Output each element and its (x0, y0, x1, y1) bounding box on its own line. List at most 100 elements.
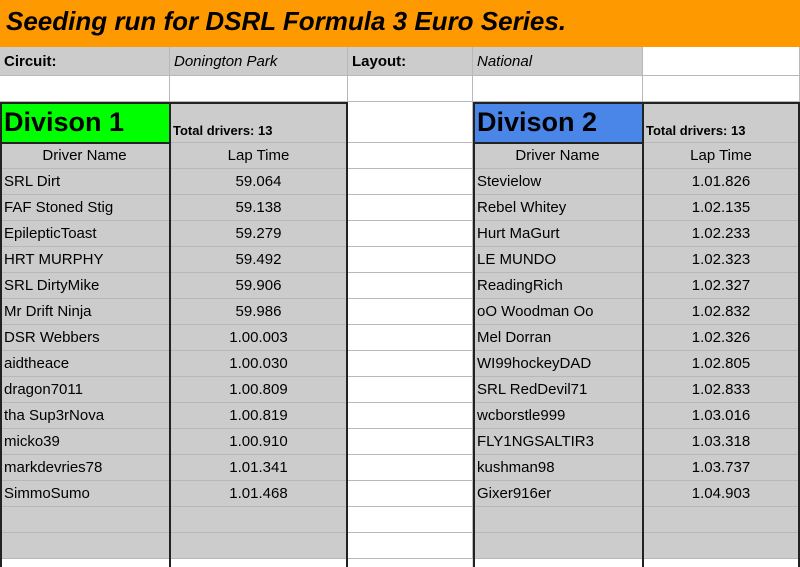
empty-cell[interactable] (348, 76, 473, 102)
div1-driver-cell[interactable] (0, 507, 170, 533)
empty-cell[interactable] (348, 351, 473, 377)
div1-laptime-cell[interactable]: 59.906 (170, 273, 348, 299)
div1-laptime-cell[interactable]: 1.01.341 (170, 455, 348, 481)
div2-laptime-cell[interactable]: 1.04.903 (643, 481, 800, 507)
div2-laptime-cell[interactable]: 1.02.135 (643, 195, 800, 221)
div2-driver-cell[interactable]: WI99hockeyDAD (473, 351, 643, 377)
div1-driver-cell[interactable]: markdevries78 (0, 455, 170, 481)
div2-border (473, 102, 800, 104)
div2-laptime-cell[interactable]: 1.02.326 (643, 325, 800, 351)
div1-laptime-cell[interactable]: 1.01.468 (170, 481, 348, 507)
div2-driver-cell[interactable]: Stevielow (473, 169, 643, 195)
div2-driver-cell[interactable]: wcborstle999 (473, 403, 643, 429)
div1-driver-cell[interactable]: SRL DirtyMike (0, 273, 170, 299)
empty-cell[interactable] (348, 143, 473, 169)
sheet-title: Seeding run for DSRL Formula 3 Euro Seri… (6, 6, 567, 36)
div2-laptime-cell[interactable]: 1.02.832 (643, 299, 800, 325)
div2-driver-cell[interactable]: oO Woodman Oo (473, 299, 643, 325)
empty-cell[interactable] (348, 221, 473, 247)
empty-cell[interactable] (348, 377, 473, 403)
div1-driver-cell[interactable]: micko39 (0, 429, 170, 455)
empty-cell[interactable] (348, 195, 473, 221)
div1-driver-cell[interactable]: DSR Webbers (0, 325, 170, 351)
div1-laptime-cell[interactable] (170, 533, 348, 559)
div1-driver-cell[interactable]: SimmoSumo (0, 481, 170, 507)
div2-driver-cell[interactable]: LE MUNDO (473, 247, 643, 273)
empty-cell[interactable] (348, 169, 473, 195)
empty-cell[interactable] (170, 76, 348, 102)
empty-cell[interactable] (0, 76, 170, 102)
div2-driver-cell[interactable]: ReadingRich (473, 273, 643, 299)
empty-cell[interactable] (348, 247, 473, 273)
div2-driver-cell[interactable]: kushman98 (473, 455, 643, 481)
div2-driver-cell[interactable]: FLY1NGSALTIR3 (473, 429, 643, 455)
div1-laptime-cell[interactable]: 1.00.819 (170, 403, 348, 429)
div1-laptime-cell[interactable]: 1.00.809 (170, 377, 348, 403)
div2-driver-cell[interactable]: Mel Dorran (473, 325, 643, 351)
div1-border (0, 102, 348, 104)
div1-driver-cell[interactable]: aidtheace (0, 351, 170, 377)
div1-driver-cell[interactable]: EpilepticToast (0, 221, 170, 247)
div2-laptime-cell[interactable]: 1.02.327 (643, 273, 800, 299)
div1-laptime-cell[interactable]: 1.00.030 (170, 351, 348, 377)
div1-laptime-cell[interactable]: 1.00.910 (170, 429, 348, 455)
div2-driver-cell[interactable]: SRL RedDevil71 (473, 377, 643, 403)
div2-header: Divison 2 (473, 102, 643, 143)
div2-border (642, 102, 644, 567)
div2-laptime-cell[interactable]: 1.02.833 (643, 377, 800, 403)
div1-driver-cell[interactable]: SRL Dirt (0, 169, 170, 195)
div2-border (473, 102, 475, 567)
div1-col-lap-time: Lap Time (170, 143, 348, 169)
div1-col-driver-name: Driver Name (0, 143, 170, 169)
div1-laptime-cell[interactable]: 59.138 (170, 195, 348, 221)
empty-cell[interactable] (348, 455, 473, 481)
div2-laptime-cell[interactable] (643, 507, 800, 533)
div2-laptime-cell[interactable]: 1.03.318 (643, 429, 800, 455)
div2-laptime-cell[interactable] (643, 533, 800, 559)
div2-driver-cell[interactable]: Gixer916er (473, 481, 643, 507)
div1-driver-cell[interactable]: FAF Stoned Stig (0, 195, 170, 221)
div2-laptime-cell[interactable]: 1.02.233 (643, 221, 800, 247)
div1-driver-cell[interactable]: HRT MURPHY (0, 247, 170, 273)
empty-cell[interactable] (348, 481, 473, 507)
div1-laptime-cell[interactable]: 59.064 (170, 169, 348, 195)
empty-cell[interactable] (643, 76, 800, 102)
empty-cell[interactable] (348, 507, 473, 533)
div2-driver-cell[interactable]: Hurt MaGurt (473, 221, 643, 247)
div1-laptime-cell[interactable]: 1.00.003 (170, 325, 348, 351)
div1-header: Divison 1 (0, 102, 170, 143)
div2-border (473, 142, 643, 144)
empty-cell[interactable] (348, 102, 473, 143)
empty-cell[interactable] (643, 47, 800, 76)
empty-cell[interactable] (348, 403, 473, 429)
div1-laptime-cell[interactable]: 59.986 (170, 299, 348, 325)
div2-laptime-cell[interactable]: 1.03.016 (643, 403, 800, 429)
div1-border (346, 102, 348, 567)
div1-driver-cell[interactable] (0, 533, 170, 559)
circuit-label[interactable]: Circuit: (0, 47, 170, 76)
empty-cell[interactable] (348, 273, 473, 299)
empty-cell[interactable] (348, 533, 473, 559)
empty-cell[interactable] (348, 429, 473, 455)
div1-laptime-cell[interactable] (170, 507, 348, 533)
div2-laptime-cell[interactable]: 1.02.805 (643, 351, 800, 377)
div2-laptime-cell[interactable]: 1.02.323 (643, 247, 800, 273)
div1-driver-cell[interactable]: Mr Drift Ninja (0, 299, 170, 325)
div1-laptime-cell[interactable]: 59.492 (170, 247, 348, 273)
empty-cell[interactable] (348, 299, 473, 325)
circuit-value[interactable]: Donington Park (170, 47, 348, 76)
div2-col-lap-time: Lap Time (643, 143, 800, 169)
div2-driver-cell[interactable]: Rebel Whitey (473, 195, 643, 221)
layout-value[interactable]: National (473, 47, 643, 76)
div2-laptime-cell[interactable]: 1.03.737 (643, 455, 800, 481)
div1-laptime-cell[interactable]: 59.279 (170, 221, 348, 247)
div2-laptime-cell[interactable]: 1.01.826 (643, 169, 800, 195)
empty-cell[interactable] (473, 76, 643, 102)
empty-cell[interactable] (348, 325, 473, 351)
div2-driver-cell[interactable] (473, 507, 643, 533)
div2-driver-cell[interactable] (473, 533, 643, 559)
layout-label[interactable]: Layout: (348, 47, 473, 76)
div1-border (0, 102, 2, 567)
div1-driver-cell[interactable]: tha Sup3rNova (0, 403, 170, 429)
div1-driver-cell[interactable]: dragon7011 (0, 377, 170, 403)
